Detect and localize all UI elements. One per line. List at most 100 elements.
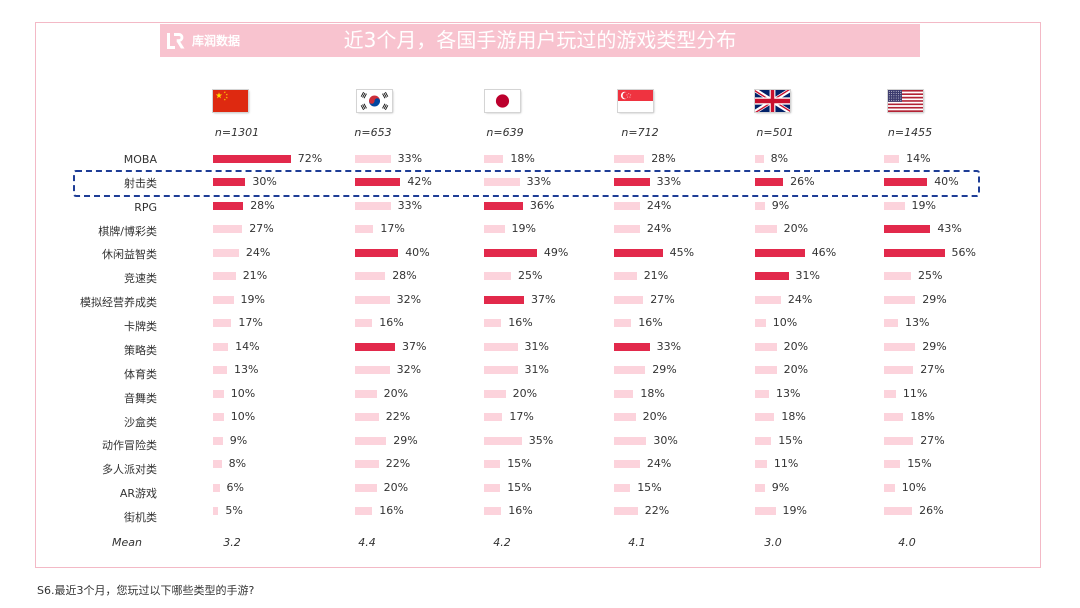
value-label: 20% — [513, 387, 537, 401]
value-suffix: % — [397, 386, 409, 400]
flag-china-icon — [213, 90, 248, 112]
bar — [213, 319, 232, 328]
mean-value: 4.0 — [898, 536, 916, 549]
bar — [355, 436, 387, 445]
value-suffix: % — [410, 363, 422, 377]
value-label: 36% — [530, 199, 554, 213]
value-suffix: % — [406, 269, 417, 283]
value-number: 37 — [402, 339, 416, 353]
value-number: 31 — [524, 339, 539, 353]
value-suffix: % — [248, 363, 259, 377]
bar-highlighted — [213, 178, 246, 187]
value-label: 5% — [225, 504, 242, 518]
value-number: 33 — [397, 198, 412, 212]
value-suffix: % — [521, 480, 532, 494]
bar — [213, 413, 224, 422]
value-number: 11 — [902, 386, 917, 400]
value-label: 18% — [910, 410, 934, 424]
value-suffix: % — [660, 457, 672, 471]
value-label: 72% — [298, 152, 322, 166]
value-label: 15% — [637, 481, 661, 495]
bar-highlighted — [484, 295, 524, 304]
value-number: 17 — [380, 222, 395, 236]
bar — [213, 483, 220, 492]
value-label: 22% — [386, 457, 410, 471]
value-number: 25 — [518, 269, 532, 283]
value-label: 27% — [249, 222, 273, 236]
value-suffix: % — [399, 457, 411, 471]
value-label: 37% — [402, 340, 426, 354]
value-number: 20 — [783, 222, 798, 236]
value-label: 11% — [903, 387, 927, 401]
bar-highlighted — [884, 225, 931, 234]
value-number: 10 — [230, 410, 245, 424]
value-label: 20% — [643, 410, 667, 424]
value-label: 33% — [527, 175, 551, 189]
value-label: 25% — [918, 269, 942, 283]
value-suffix: % — [797, 222, 809, 236]
flag-singapore-icon — [618, 90, 653, 112]
bar-highlighted — [355, 248, 399, 257]
bar — [484, 178, 520, 187]
value-suffix: % — [410, 292, 422, 306]
value-label: 40% — [405, 246, 429, 260]
value-suffix: % — [932, 269, 943, 283]
value-label: 22% — [645, 504, 669, 518]
category-label: 音舞类 — [124, 391, 157, 405]
bar — [484, 272, 511, 281]
value-label: 30% — [653, 434, 677, 448]
value-label: 31% — [796, 269, 820, 283]
value-suffix: % — [809, 269, 820, 283]
row-highlight-frame — [73, 169, 980, 197]
value-suffix: % — [660, 222, 672, 236]
value-label: 8% — [229, 457, 246, 471]
bar — [484, 225, 505, 234]
value-label: 33% — [657, 340, 681, 354]
value-label: 11% — [774, 457, 798, 471]
value-suffix: % — [264, 198, 275, 212]
value-suffix: % — [792, 433, 803, 447]
value-suffix: % — [934, 363, 945, 377]
mean-value: 4.1 — [628, 536, 646, 549]
value-number: 49 — [543, 245, 558, 259]
value-number: 27 — [920, 433, 935, 447]
value-number: 14 — [235, 339, 250, 353]
value-suffix: % — [936, 292, 947, 306]
bar — [484, 389, 506, 398]
value-number: 24 — [646, 222, 661, 236]
bar — [355, 483, 377, 492]
bar — [755, 342, 777, 351]
value-suffix: % — [658, 504, 670, 518]
bar — [755, 389, 769, 398]
value-suffix: % — [399, 410, 411, 424]
bar — [355, 507, 373, 516]
category-label: AR游戏 — [119, 487, 157, 501]
value-label: 6% — [227, 481, 244, 495]
bar — [614, 295, 644, 304]
value-suffix: % — [236, 433, 248, 447]
value-label: 29% — [922, 340, 946, 354]
value-number: 5 — [225, 504, 233, 518]
value-number: 72 — [297, 152, 312, 165]
bar — [484, 155, 504, 163]
bar-highlighted — [755, 272, 789, 281]
value-suffix: % — [532, 269, 543, 283]
value-label: 27% — [920, 434, 944, 448]
value-number: 15 — [778, 433, 793, 447]
bar — [884, 272, 911, 281]
bar — [355, 201, 391, 210]
footnote: S6.最近3个月，您玩过以下哪些类型的手游? — [37, 584, 255, 597]
bar — [614, 436, 647, 445]
bar-highlighted — [755, 248, 805, 257]
value-label: 9% — [230, 434, 247, 448]
value-suffix: % — [538, 339, 549, 353]
value-suffix: % — [397, 480, 409, 494]
bar — [755, 295, 781, 304]
bar — [355, 389, 377, 398]
bar — [355, 366, 390, 375]
value-number: 8 — [770, 152, 778, 165]
value-suffix: % — [925, 198, 936, 212]
value-number: 22 — [644, 504, 659, 518]
bar — [884, 342, 916, 351]
bar — [355, 272, 386, 281]
